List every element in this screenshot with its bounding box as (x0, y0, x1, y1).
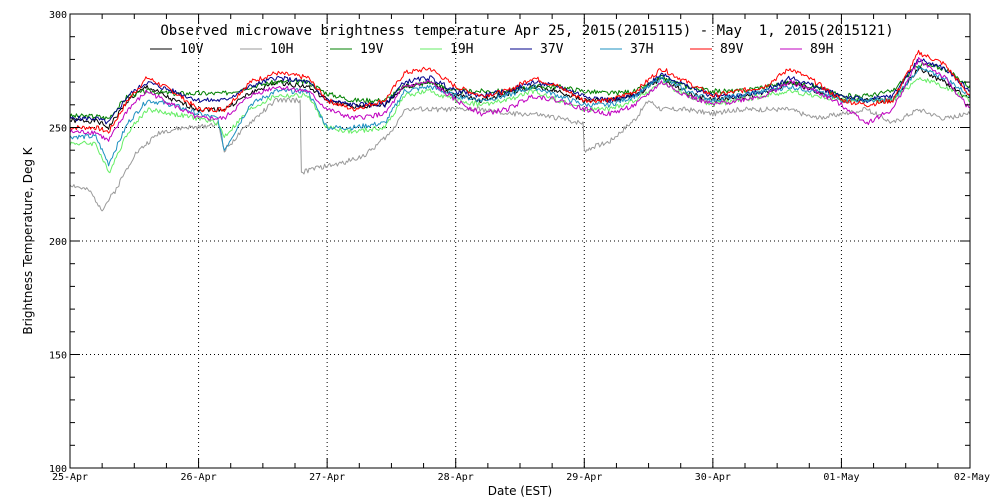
legend-label-10v: 10V (180, 42, 204, 57)
legend-label-89v: 89V (720, 42, 744, 57)
x-tick-label: 02-May (954, 472, 990, 483)
tick-layer: 100 150 200 250 300 25-Apr 26-Apr 27-Apr 28-Apr 2… (49, 10, 990, 483)
x-tick-label: 29-Apr (566, 472, 602, 483)
x-tick-label: 26-Apr (181, 472, 217, 483)
x-tick-label: 01-May (823, 472, 859, 483)
series-line-37v (69, 58, 971, 125)
series-line-89h (69, 57, 971, 142)
x-tick-label: 25-Apr (52, 472, 88, 483)
x-axis-label: Date (EST) (488, 484, 552, 498)
legend-label-37h: 37H (630, 42, 653, 57)
series-line-89v (69, 49, 971, 134)
x-tick-label: 27-Apr (309, 472, 345, 483)
legend: 10V 10H 19V 19H 37V 37H 89V 89H (150, 42, 833, 57)
x-tick-label: 28-Apr (438, 472, 474, 483)
chart-title: Observed microwave brightness temperatur… (160, 23, 893, 39)
y-tick-label: 250 (49, 124, 67, 135)
y-tick-label: 200 (49, 237, 67, 248)
series-line-19v (69, 62, 971, 121)
y-tick-label: 300 (49, 10, 67, 21)
series-layer (69, 49, 971, 212)
x-tick-label: 30-Apr (695, 472, 731, 483)
legend-label-19v: 19V (360, 42, 384, 57)
series-line-10h (69, 97, 971, 212)
legend-label-89h: 89H (810, 42, 833, 57)
y-tick-label: 100 (49, 464, 67, 475)
legend-label-37v: 37V (540, 42, 564, 57)
legend-label-19h: 19H (450, 42, 473, 57)
y-axis-label: Brightness Temperature, Deg K (21, 146, 35, 334)
y-tick-label: 150 (49, 351, 67, 362)
series-line-37h (69, 65, 971, 167)
legend-label-10h: 10H (270, 42, 293, 57)
series-line-19h (69, 77, 971, 174)
